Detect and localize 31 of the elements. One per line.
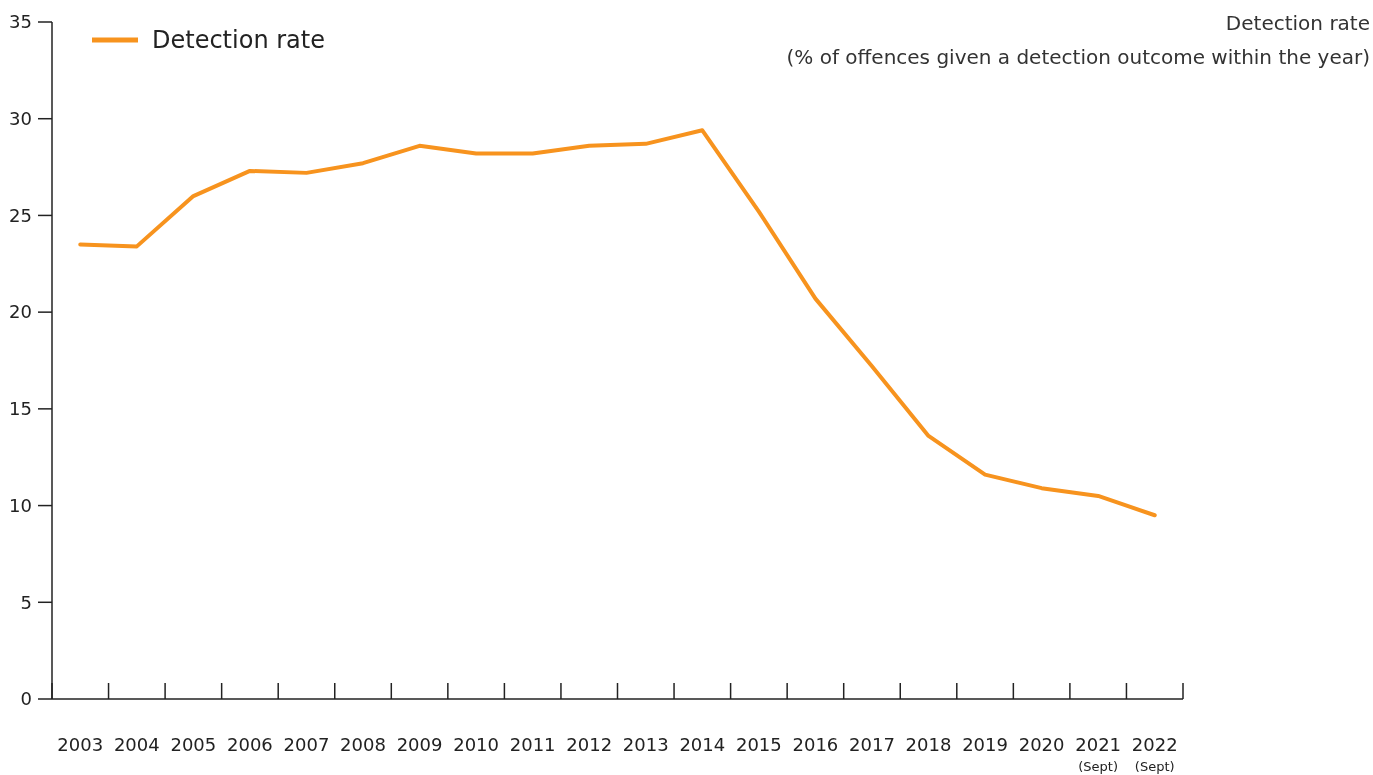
x-tick-label: 2006: [227, 734, 273, 755]
x-tick-label: 2014: [679, 734, 726, 755]
x-tick-label: 2003: [57, 734, 104, 755]
legend-label: Detection rate: [152, 26, 325, 55]
y-tick-label: 35: [9, 11, 32, 33]
x-tick-label: 2013: [622, 734, 669, 755]
x-tick-label: 2019: [962, 734, 1008, 755]
y-tick-label: 5: [20, 591, 32, 613]
x-tick-label: 2015: [735, 734, 782, 755]
x-tick-label: 2016: [792, 734, 839, 755]
x-tick-label: 2005: [170, 734, 217, 755]
y-axis-title: Detection rate (% of offences given a detection outcome within the year): [786, 11, 1370, 69]
y-tick-label: 25: [9, 204, 32, 226]
y-tick-label: 30: [9, 108, 32, 130]
x-tick-label: 2012: [566, 734, 613, 755]
x-tick-label: 2011: [509, 734, 556, 755]
x-tick-label: 2021 (Sept): [1075, 734, 1122, 774]
x-tick-label: 2004: [113, 734, 160, 755]
y-tick-label: 10: [9, 494, 32, 516]
x-tick-label: 2008: [340, 734, 386, 755]
y-tick-label: 15: [9, 398, 32, 420]
x-tick-label: 2017: [849, 734, 895, 755]
x-tick-label: 2022 (Sept): [1131, 734, 1178, 774]
x-tick-label: 2020: [1018, 734, 1065, 755]
x-tick-label: 2018: [905, 734, 952, 755]
y-tick-label: 0: [20, 688, 32, 710]
y-tick-label: 20: [9, 301, 32, 323]
x-tick-label: 2007: [283, 734, 330, 755]
x-tick-label: 2009: [396, 734, 443, 755]
line-series: [78, 128, 1157, 518]
x-tick-label: 2010: [453, 734, 500, 755]
